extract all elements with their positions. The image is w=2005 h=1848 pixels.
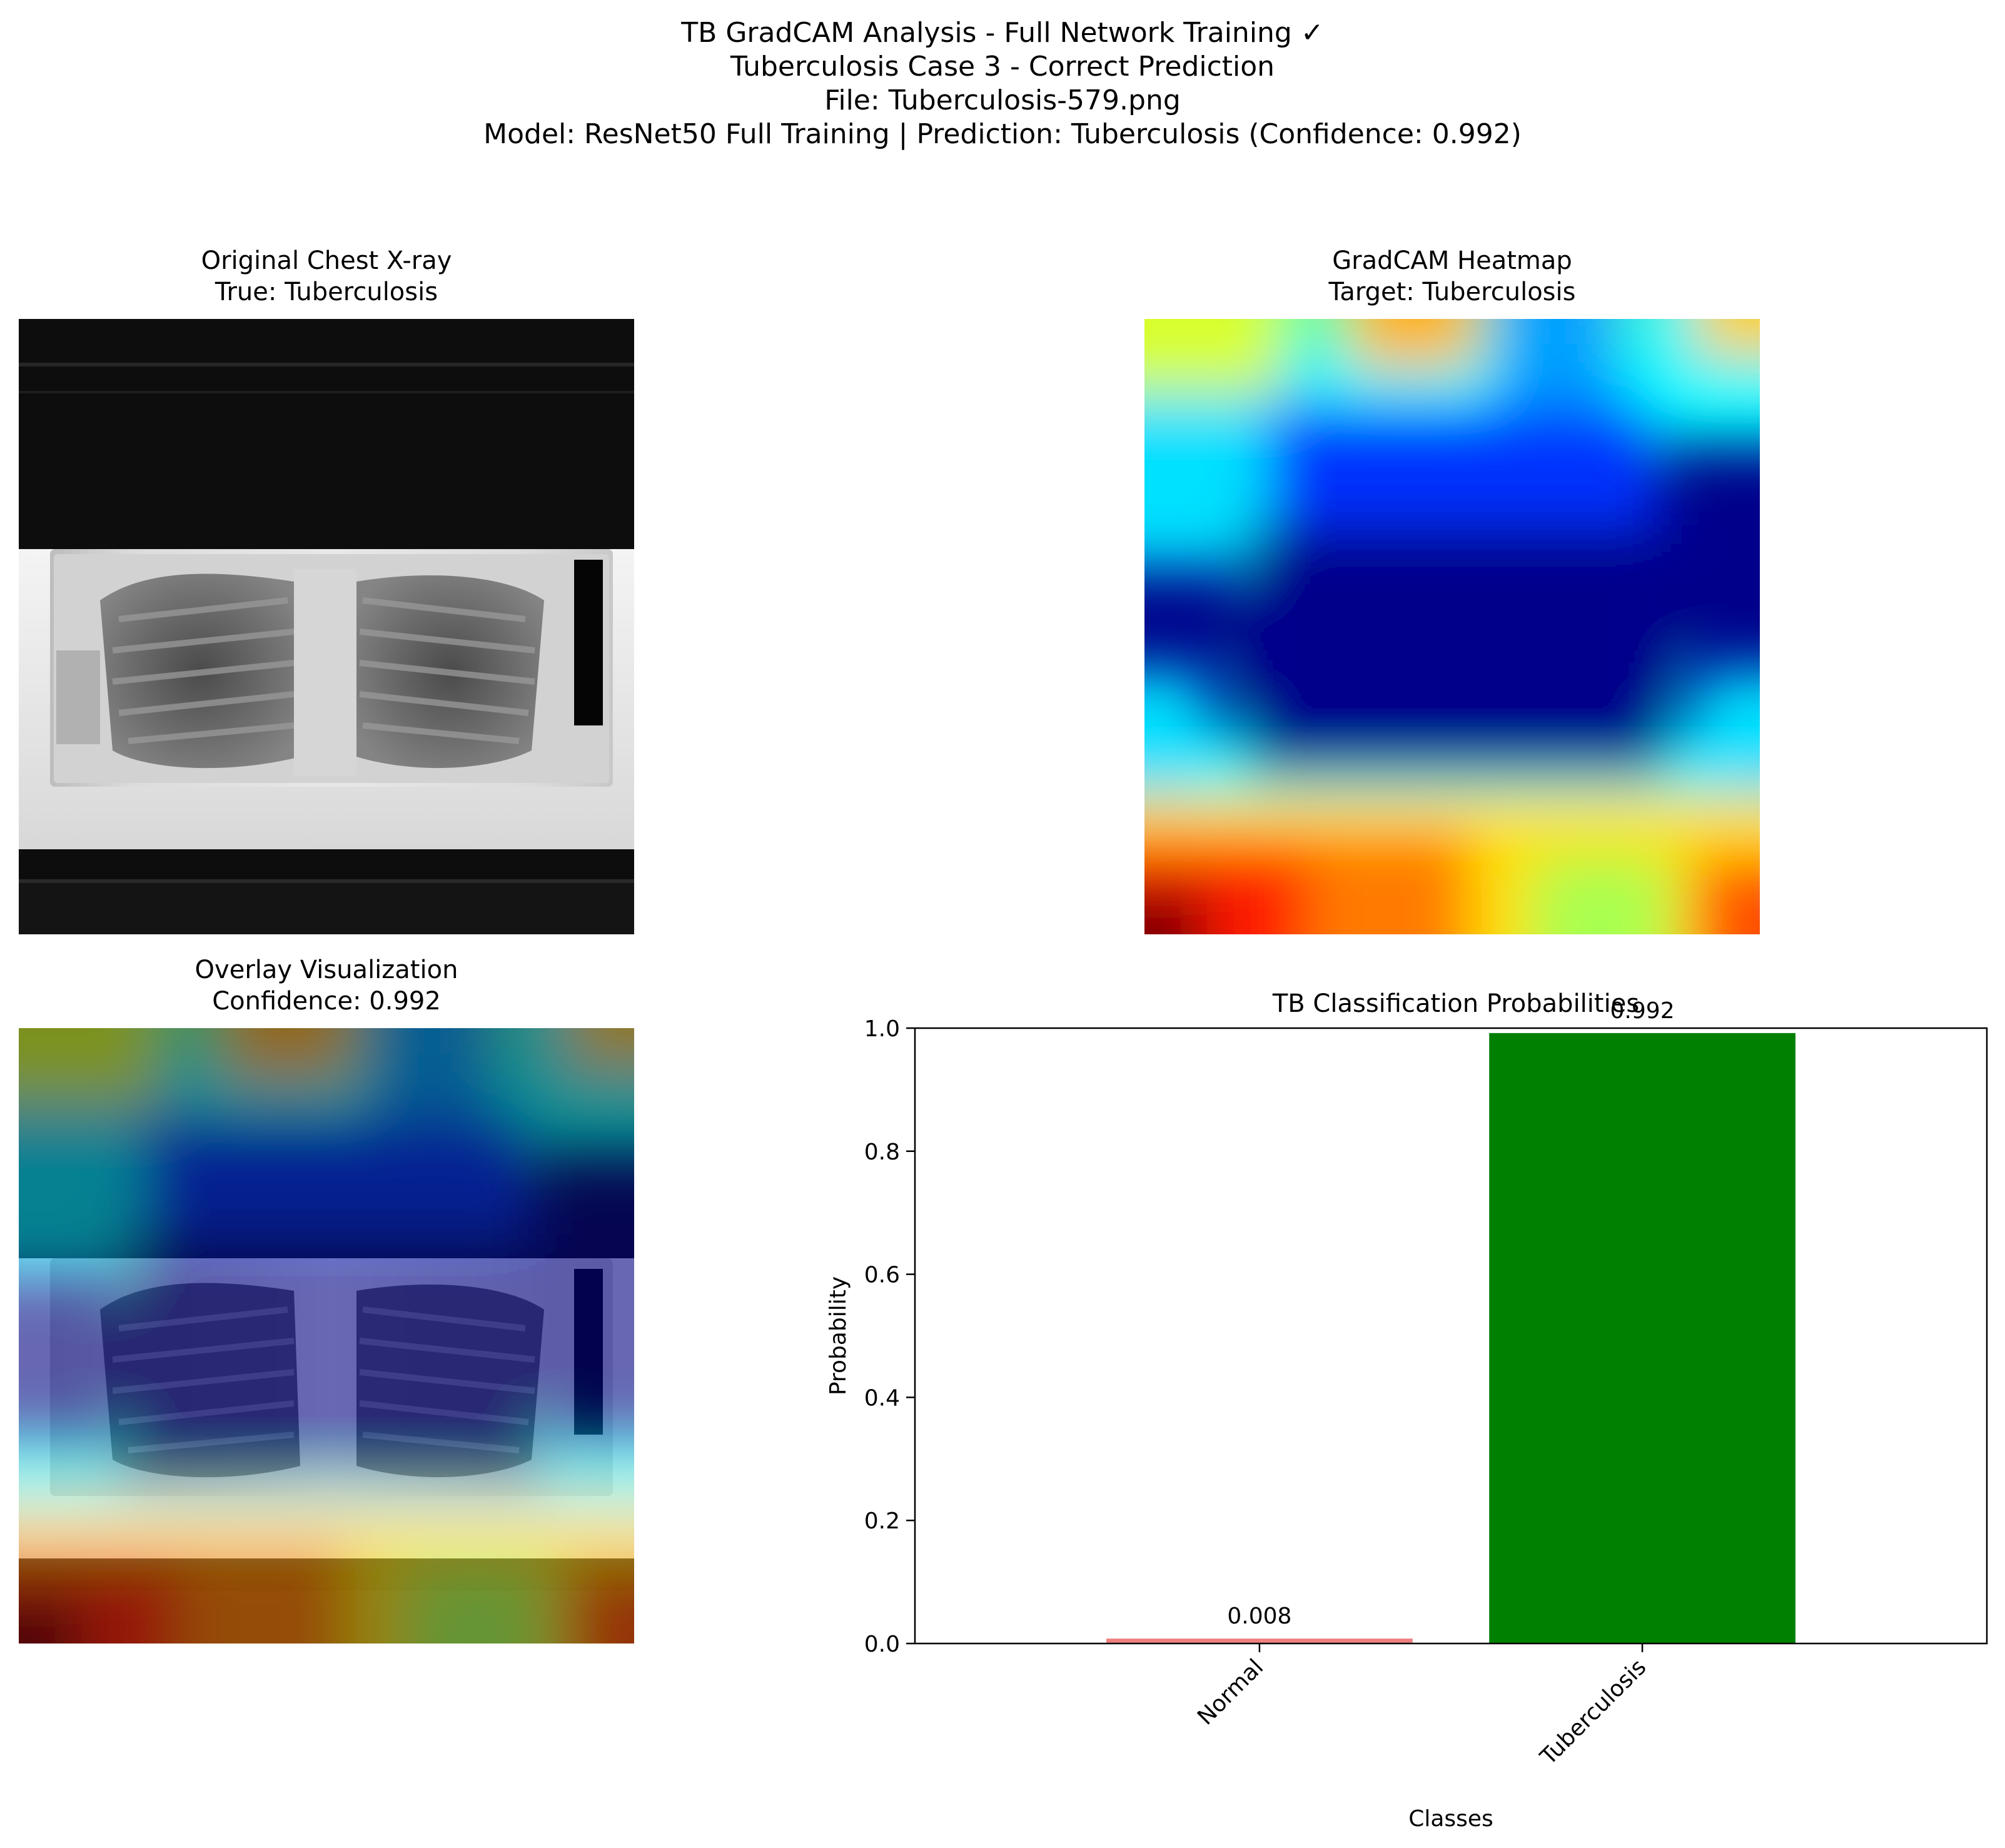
figure-title: TB GradCAM Analysis - Full Network Train… bbox=[0, 16, 2005, 151]
bar-tuberculosis bbox=[1489, 1033, 1795, 1644]
value-label-tuberculosis: 0.992 bbox=[1610, 998, 1675, 1024]
x-axis: Normal Tuberculosis bbox=[1193, 1644, 1651, 1770]
original-panel-title: Original Chest X-ray True: Tuberculosis bbox=[19, 245, 634, 308]
xray-drawing bbox=[19, 319, 634, 934]
y-tick-label: 0.0 bbox=[864, 1632, 900, 1657]
figure-title-line-2: Tuberculosis Case 3 - Correct Prediction bbox=[730, 51, 1275, 83]
plot-frame bbox=[914, 1027, 1988, 1645]
figure-title-line-1: TB GradCAM Analysis - Full Network Train… bbox=[681, 17, 1324, 49]
overlay-drawing bbox=[19, 1028, 634, 1644]
overlay-subtitle: Confidence: 0.992 bbox=[212, 987, 441, 1016]
overlay-panel-title: Overlay Visualization Confidence: 0.992 bbox=[19, 954, 634, 1017]
y-tick-label: 0.8 bbox=[864, 1139, 900, 1165]
heatmap-panel-title: GradCAM Heatmap Target: Tuberculosis bbox=[1144, 245, 1760, 308]
x-tick-label-normal: Normal bbox=[1193, 1654, 1268, 1730]
figure-title-line-4: Model: ResNet50 Full Training | Predicti… bbox=[483, 118, 1522, 150]
original-xray-image bbox=[19, 319, 634, 934]
gradcam-heatmap-image bbox=[1144, 319, 1760, 934]
x-axis-label: Classes bbox=[1408, 1806, 1493, 1832]
y-tick-label: 1.0 bbox=[864, 1016, 900, 1042]
heatmap-subtitle: Target: Tuberculosis bbox=[1328, 278, 1576, 306]
original-title: Original Chest X-ray bbox=[201, 246, 452, 275]
heatmap-drawing bbox=[1144, 319, 1760, 934]
chart-title: TB Classification Probabilities bbox=[1272, 989, 1639, 1018]
overlay-image bbox=[19, 1028, 634, 1644]
bars-layer: 0.008 0.992 bbox=[1106, 998, 1795, 1644]
y-tick-label: 0.6 bbox=[864, 1263, 900, 1288]
figure-title-line-3: File: Tuberculosis-579.png bbox=[824, 84, 1181, 116]
y-axis: 0.0 0.2 0.4 0.6 0.8 1.0 bbox=[864, 1016, 915, 1657]
overlay-title: Overlay Visualization bbox=[194, 956, 458, 984]
y-axis-label: Probability bbox=[826, 1276, 851, 1395]
y-tick-label: 0.2 bbox=[864, 1508, 900, 1534]
original-subtitle: True: Tuberculosis bbox=[215, 278, 438, 306]
y-tick-label: 0.4 bbox=[864, 1385, 900, 1411]
x-tick-label-tuberculosis: Tuberculosis bbox=[1535, 1654, 1652, 1770]
heatmap-title: GradCAM Heatmap bbox=[1332, 246, 1572, 275]
bar-normal bbox=[1106, 1638, 1413, 1644]
value-label-normal: 0.008 bbox=[1227, 1603, 1291, 1629]
